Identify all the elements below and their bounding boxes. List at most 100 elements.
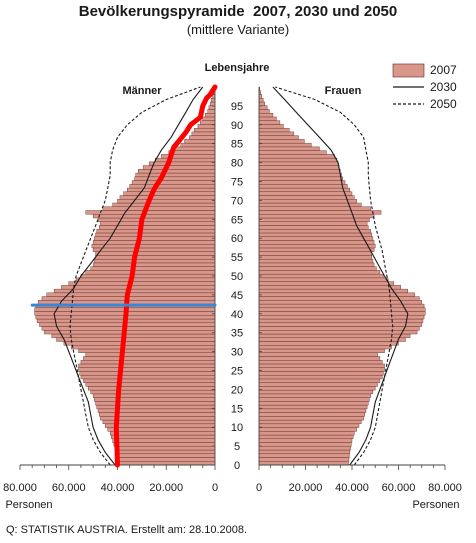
bar-men-age-52 (90, 266, 216, 271)
bar-men-age-76 (134, 176, 216, 181)
bar-men-age-9 (107, 427, 216, 432)
bar-women-age-55 (258, 255, 372, 260)
bar-women-age-35 (258, 330, 418, 335)
bar-men-age-85 (180, 142, 216, 148)
bar-men-age-46 (53, 288, 216, 294)
men-label: Männer (122, 85, 162, 97)
red-annotation-stroke (113, 84, 218, 468)
bar-men-age-19 (90, 389, 216, 395)
bar-men-age-91 (200, 120, 216, 125)
bar-men-age-33 (56, 337, 216, 342)
bar-men-age-66 (92, 214, 216, 219)
bar-women-age-68 (258, 206, 371, 211)
age-tick-labels: 0 5 10 15 20 25 30 35 40 45 50 55 60 65 70 75 80 85 90 95 (231, 101, 243, 472)
legend: 2007 2030 2050 (392, 63, 457, 111)
bar-men-age-15 (96, 404, 216, 410)
bar-women-age-32 (258, 341, 399, 346)
x-tick-label-left: 80.000 (3, 482, 37, 494)
bar-men-age-47 (61, 285, 216, 290)
bar-women-age-34 (258, 333, 411, 338)
bar-women-age-45 (258, 292, 415, 297)
bar-men-age-11 (102, 419, 216, 425)
bar-men-age-80 (148, 161, 216, 166)
bar-men-age-94 (207, 109, 216, 114)
line-2030-men (53, 86, 204, 466)
age-tick-label: 0 (234, 460, 240, 472)
bar-women-age-37 (258, 322, 422, 327)
bar-women-age-92 (258, 116, 277, 121)
age-tick-label: 30 (231, 347, 243, 359)
bar-women-age-28 (258, 356, 381, 361)
bar-women-age-40 (258, 311, 426, 316)
bar-women-age-4 (258, 446, 351, 451)
line-2030-women (272, 86, 409, 466)
bar-men-age-28 (83, 356, 216, 361)
bar-women-age-6 (258, 438, 353, 443)
bar-men-age-21 (85, 382, 216, 387)
bar-women-age-57 (258, 247, 375, 252)
bar-men-age-56 (95, 251, 216, 256)
legend-label-2007: 2007 (430, 63, 457, 77)
bar-women-age-11 (258, 419, 362, 425)
age-tick-label: 85 (231, 139, 243, 151)
age-tick-label: 90 (231, 120, 243, 132)
bar-men-age-74 (129, 184, 216, 189)
bar-women-age-74 (258, 184, 348, 189)
bar-women-age-64 (258, 221, 368, 226)
bar-men-age-4 (114, 446, 216, 451)
age-tick-label: 65 (231, 214, 243, 226)
bar-women-age-5 (258, 442, 352, 447)
bar-women-age-83 (258, 150, 327, 155)
bar-women-age-39 (258, 315, 425, 320)
bar-women-age-62 (258, 229, 371, 234)
bar-men-age-20 (88, 386, 216, 391)
source-note: Q: STATISTIK AUSTRIA. Erstellt am: 28.10… (6, 524, 247, 536)
age-tick-label: 60 (231, 233, 243, 245)
bar-men-age-0 (117, 461, 216, 466)
bar-women-age-10 (258, 423, 360, 428)
bar-women-age-86 (258, 139, 305, 144)
bar-women-age-49 (258, 277, 389, 282)
bar-women-age-30 (258, 348, 385, 353)
bar-men-age-17 (94, 397, 216, 402)
bar-women-age-65 (258, 217, 370, 222)
age-tick-label: 80 (231, 158, 243, 170)
bar-women-age-78 (258, 169, 341, 174)
bar-men-age-75 (131, 180, 216, 185)
bar-men-age-97 (211, 98, 216, 103)
bar-men-age-93 (205, 112, 216, 118)
chart-title: Bevölkerungspyramide 2007, 2030 und 2050 (79, 3, 398, 20)
bar-women-age-7 (258, 434, 354, 440)
bar-men-age-36 (41, 326, 216, 331)
age-tick-label: 10 (231, 422, 243, 434)
bar-men-age-88 (191, 131, 216, 136)
unit-label-left: Personen (5, 499, 52, 511)
bar-women-age-44 (258, 296, 420, 301)
x-tick-label-right: 40.000 (335, 482, 369, 494)
bar-women-age-3 (258, 449, 351, 454)
bar-women-age-97 (258, 98, 264, 103)
age-tick-label: 95 (231, 101, 243, 113)
bar-women-age-25 (258, 367, 385, 372)
bar-women-age-71 (258, 195, 355, 200)
bar-men-age-68 (102, 206, 216, 211)
age-tick-label: 75 (231, 177, 243, 189)
bar-women-age-53 (258, 262, 375, 267)
age-tick-label: 55 (231, 252, 243, 264)
bar-women-age-52 (258, 266, 377, 271)
bar-men-age-67 (85, 210, 216, 215)
bar-women-age-60 (258, 236, 374, 241)
bar-men-age-89 (194, 127, 216, 133)
projection-lines (53, 86, 409, 466)
bar-women-age-89 (258, 127, 290, 133)
x-tick-labels: 80.000 60.000 40.000 20.000 0 0 20.000 40.000 60… (3, 482, 462, 494)
bar-women-age-31 (258, 345, 392, 350)
bar-men-age-6 (112, 438, 216, 443)
bar-women-age-88 (258, 131, 295, 136)
bar-women-age-12 (258, 416, 364, 421)
bar-women-age-15 (258, 404, 368, 410)
line-2050-women (275, 86, 394, 466)
bar-women-age-67 (258, 210, 382, 215)
bar-women-age-91 (258, 120, 281, 125)
